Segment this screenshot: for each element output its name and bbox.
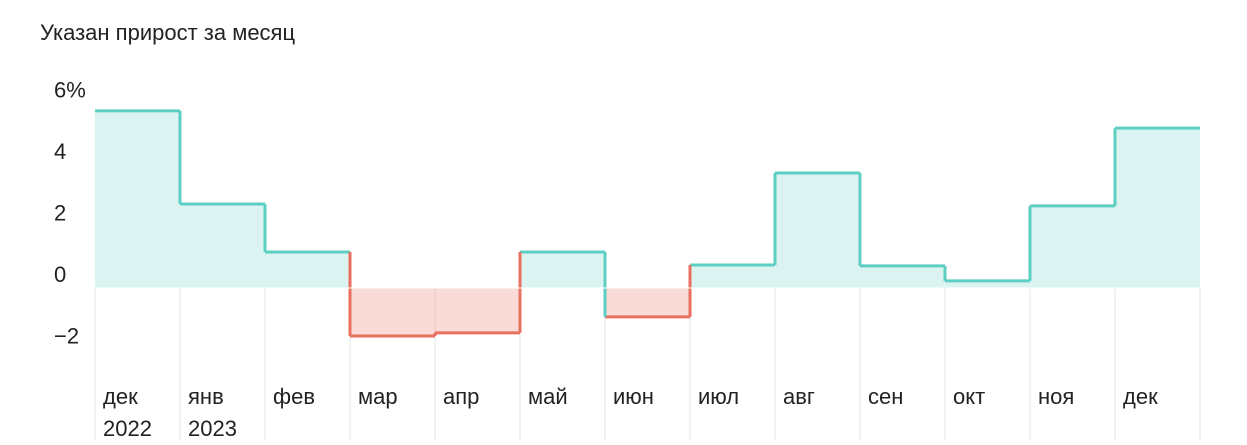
x-tick-label: май (528, 384, 568, 409)
chart-title: Указан прирост за месяц (40, 20, 295, 45)
bar-area (350, 288, 435, 336)
bar-area (945, 280, 1030, 288)
x-tick-label: окт (953, 384, 985, 409)
x-tick-label: авг (783, 384, 815, 409)
y-tick-label: 0 (54, 262, 66, 287)
bar-area (520, 252, 605, 288)
bar-area (1115, 128, 1200, 288)
x-tick-label: июн (613, 384, 654, 409)
x-tick-year: 2022 (103, 416, 152, 441)
bar-area (265, 252, 350, 288)
bar-area (775, 172, 860, 288)
x-tick-label: июл (698, 384, 739, 409)
x-tick-label: дек (1123, 384, 1158, 409)
bar-area (605, 288, 690, 317)
x-tick-label: ноя (1038, 384, 1074, 409)
x-tick-label: апр (443, 384, 479, 409)
x-tick-year: 2023 (188, 416, 237, 441)
x-tick-label: дек (103, 384, 138, 409)
bar-area (1030, 205, 1115, 288)
x-tick-label: сен (868, 384, 903, 409)
bar-area (95, 110, 180, 288)
x-tick-label: мар (358, 384, 398, 409)
y-tick-label: −2 (54, 324, 79, 349)
y-tick-label: 2 (54, 201, 66, 226)
x-tick-label: янв (188, 384, 224, 409)
x-tick-label: фев (273, 384, 315, 409)
bar-area (180, 204, 265, 288)
y-tick-label: 6% (54, 78, 86, 103)
bar-area (860, 265, 945, 288)
bar-area (690, 264, 775, 288)
y-tick-label: 4 (54, 139, 66, 164)
bar-area (435, 288, 520, 333)
